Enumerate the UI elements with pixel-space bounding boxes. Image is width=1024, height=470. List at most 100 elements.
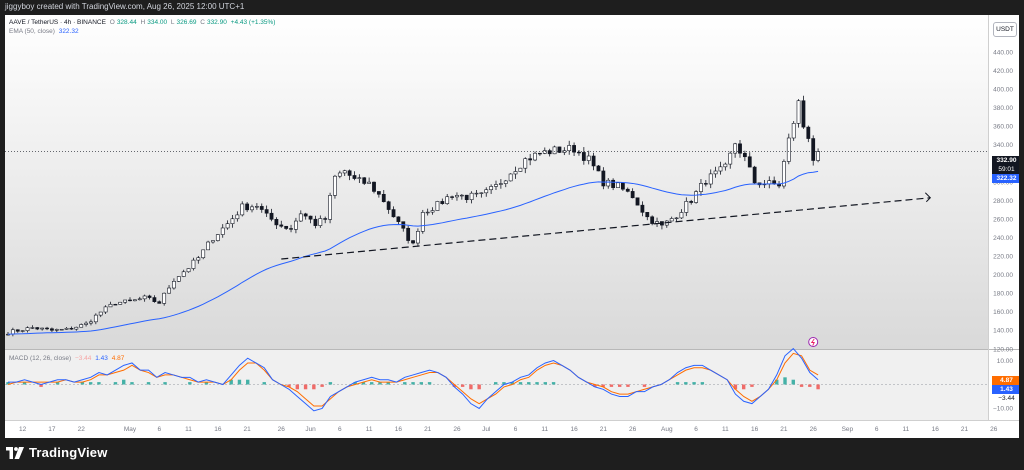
candle-body xyxy=(235,214,240,220)
price-tick-label: 360.00 xyxy=(993,124,1013,131)
countdown-tag: 59:01 xyxy=(992,165,1019,174)
candle-body xyxy=(469,192,474,201)
candle-body xyxy=(186,268,191,273)
candle-body xyxy=(699,183,703,192)
time-tick-label: May xyxy=(124,426,137,433)
macd-histogram-bar xyxy=(303,384,308,390)
candle-body xyxy=(581,152,586,161)
macd-histogram-bar xyxy=(518,382,523,385)
macd-histogram-bar xyxy=(80,382,85,385)
macd-histogram-bar xyxy=(675,382,680,385)
macd-histogram-bar xyxy=(741,384,746,390)
price-tick-label: 380.00 xyxy=(993,105,1013,112)
candle-body xyxy=(474,192,479,195)
candle-body xyxy=(640,204,645,213)
candle-body xyxy=(313,218,318,226)
time-tick-label: 16 xyxy=(395,426,403,433)
chart-canvas[interactable]: 120.00 140.00 160.00 180.00 200.00 220.00 240.… xyxy=(5,15,1019,438)
candle-body xyxy=(298,213,303,222)
candle-body xyxy=(333,175,337,196)
macd-histogram-bar xyxy=(642,384,647,387)
macd-histogram-bar xyxy=(146,382,151,385)
candle-body xyxy=(240,203,245,216)
time-tick-label: 11 xyxy=(541,426,548,433)
ohlc-open-value: 328.44 xyxy=(116,19,137,26)
time-tick-label: 16 xyxy=(214,426,222,433)
candle-body xyxy=(498,183,503,185)
macd-histogram-bar xyxy=(543,382,547,385)
macd-histogram-bar xyxy=(55,382,60,385)
macd-line-legend-value: 1.43 xyxy=(95,355,108,362)
candle-body xyxy=(396,216,401,222)
macd-histogram-bar xyxy=(626,384,630,387)
candle-body xyxy=(508,173,513,182)
candle-body xyxy=(381,193,386,203)
ema-legend: EMA (50, close) 322.32 xyxy=(9,28,81,35)
candle-body xyxy=(211,240,215,243)
macd-histogram-bar xyxy=(808,384,812,387)
candle-body xyxy=(79,324,84,328)
candle-body xyxy=(152,297,157,302)
candle-body xyxy=(357,177,362,179)
macd-histogram-bar xyxy=(419,382,424,385)
candle-body xyxy=(620,182,625,190)
candle-body xyxy=(294,220,298,230)
macd-histogram-bar xyxy=(6,382,10,385)
chart-frame[interactable]: 120.00 140.00 160.00 180.00 200.00 220.00 240.… xyxy=(5,15,1019,438)
macd-histogram-bar xyxy=(237,379,242,385)
candle-body xyxy=(562,150,567,153)
candle-body xyxy=(30,327,35,329)
time-tick-label: 11 xyxy=(185,426,192,433)
ema-line xyxy=(7,170,819,335)
macd-histogram-bar xyxy=(593,384,597,387)
candle-body xyxy=(328,195,332,220)
candle-body xyxy=(625,188,630,192)
candle-body xyxy=(611,179,616,188)
candle-body xyxy=(74,326,79,330)
candle-body xyxy=(503,180,508,184)
candle-body xyxy=(772,180,777,185)
symbol-label: AAVE / TetherUS · 4h · BINANCE xyxy=(9,19,106,26)
candle-body xyxy=(215,234,220,241)
candle-body xyxy=(801,100,806,128)
candle-body xyxy=(308,215,313,220)
ohlc-close-key: C xyxy=(200,19,205,26)
price-tick-label: 340.00 xyxy=(993,142,1013,149)
price-tick-label: 200.00 xyxy=(993,272,1013,279)
macd-histogram-bar xyxy=(22,382,27,385)
price-tick-label: 140.00 xyxy=(993,328,1013,335)
candle-body xyxy=(64,327,69,330)
candles-group xyxy=(6,95,820,337)
ohlc-high-key: H xyxy=(140,19,146,26)
candle-body xyxy=(220,227,225,235)
macd-histogram-bar xyxy=(783,377,787,385)
candle-body xyxy=(245,203,250,211)
candle-body xyxy=(259,206,264,210)
macd-label: MACD (12, 26, close) xyxy=(9,355,72,362)
macd-line xyxy=(8,347,819,412)
macd-histogram-bar xyxy=(700,382,705,385)
ohlc-close-value: 332.90 xyxy=(206,19,227,26)
price-tick-label: 160.00 xyxy=(993,309,1013,316)
candle-body xyxy=(445,196,450,204)
time-tick-label: 17 xyxy=(48,426,56,433)
macd-histogram-bar xyxy=(692,382,696,385)
time-tick-label: 16 xyxy=(570,426,578,433)
tradingview-logo[interactable]: TradingView xyxy=(6,445,108,460)
candle-body xyxy=(494,184,498,187)
trendline xyxy=(281,197,931,260)
candle-body xyxy=(660,221,664,226)
time-tick-label: 26 xyxy=(810,426,818,433)
candle-body xyxy=(708,173,713,185)
macd-legend: MACD (12, 26, close) −3.44 1.43 4.87 xyxy=(9,355,126,362)
candle-body xyxy=(132,299,137,302)
candle-body xyxy=(420,212,425,232)
event-marker-icon xyxy=(808,337,819,347)
time-tick-label: 6 xyxy=(875,426,879,433)
price-tick-label: 420.00 xyxy=(993,68,1013,75)
candle-body xyxy=(538,152,542,155)
currency-button[interactable]: USDT xyxy=(993,22,1017,37)
candle-body xyxy=(484,189,489,194)
candle-body xyxy=(50,328,54,331)
candle-body xyxy=(713,170,718,175)
